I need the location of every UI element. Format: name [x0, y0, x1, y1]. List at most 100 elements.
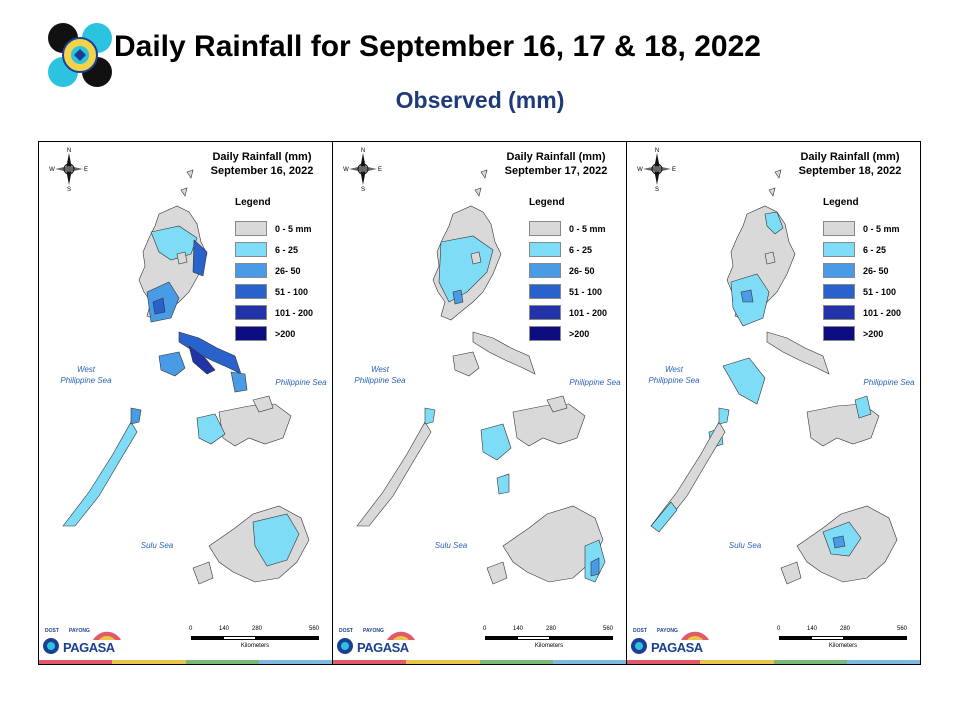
philippine-sea-label: Philippine Sea: [275, 378, 327, 387]
legend-item: 26- 50: [529, 260, 607, 281]
pagasa-branding: DOST PAYONG PAGASA: [41, 622, 121, 658]
scale-tick: 280: [546, 626, 557, 632]
legend-swatch: [823, 326, 855, 341]
compass-east-label: E: [672, 167, 676, 173]
legend-swatch: [235, 326, 267, 341]
legend-label: 6 - 25: [275, 244, 299, 255]
map-title: Daily Rainfall (mm) September 17, 2022: [491, 150, 621, 178]
legend-item: 0 - 5 mm: [235, 218, 313, 239]
legend-label: 101 - 200: [569, 307, 608, 318]
compass-south-label: S: [655, 187, 659, 191]
legend-swatch: [823, 263, 855, 278]
west-philippine-sea-label: West Philippine Sea: [643, 364, 705, 386]
dost-badge: DOST: [633, 628, 647, 634]
bicol-region: [472, 331, 536, 375]
philippines-rainfall-map-sep17: [356, 169, 606, 585]
scale-tick: 0: [777, 626, 781, 632]
legend-item: >200: [823, 323, 901, 344]
palawan-island: [650, 421, 726, 527]
legend-swatch: [529, 284, 561, 299]
compass-east-label: E: [378, 167, 382, 173]
pagasa-wordmark: PAGASA: [651, 640, 703, 655]
pagasa-logo-icon: DOST PAYONG: [337, 628, 415, 654]
scale-tick: 560: [309, 626, 320, 632]
sulu-sea-label: Sulu Sea: [728, 541, 762, 550]
legend-label: 26- 50: [569, 265, 595, 276]
bicol-region: [178, 331, 242, 375]
sea-label-line: Philippine Sea: [60, 376, 112, 385]
legend-swatch: [529, 326, 561, 341]
pagasa-wordmark: PAGASA: [63, 640, 115, 655]
map-title: Daily Rainfall (mm) September 18, 2022: [785, 150, 915, 178]
mindoro-island: [452, 351, 480, 377]
legend-item: 26- 50: [823, 260, 901, 281]
legend-item: 51 - 100: [235, 281, 313, 302]
mindoro-island: [722, 357, 766, 405]
map-title: Daily Rainfall (mm) September 16, 2022: [197, 150, 327, 178]
scale-bar: 0 140 280 560 Kilometers: [187, 626, 323, 656]
map-title-text: Daily Rainfall (mm): [506, 151, 606, 163]
legend-label: >200: [863, 328, 884, 339]
pagasa-logo-icon: DOST PAYONG: [43, 628, 121, 654]
map-date: September 16, 2022: [210, 165, 314, 177]
payong-label: PAYONG: [69, 628, 90, 634]
rainfall-legend: 0 - 5 mm 6 - 25 26- 50 51 - 100 101 - 20…: [529, 218, 607, 344]
legend-item: 26- 50: [235, 260, 313, 281]
map-date: September 17, 2022: [504, 165, 608, 177]
compass-east-label: E: [84, 167, 88, 173]
map-panel-sep17: N S W E Daily Rainfall (mm) September 17…: [332, 141, 627, 665]
legend-swatch: [235, 242, 267, 257]
sea-label-line: Philippine Sea: [648, 376, 700, 385]
scale-units: Kilometers: [240, 643, 270, 649]
legend-title: Legend: [235, 197, 271, 208]
compass-west-label: W: [49, 167, 55, 173]
compass-rose-icon: N S W E: [49, 148, 88, 191]
legend-item: 0 - 5 mm: [823, 218, 901, 239]
scale-tick: 140: [807, 626, 818, 632]
scale-bar: 0 140 280 560 Kilometers: [481, 626, 617, 656]
legend-item: 6 - 25: [823, 239, 901, 260]
scale-tick: 140: [219, 626, 230, 632]
scale-tick: 560: [897, 626, 908, 632]
scale-bar: 0 140 280 560 Kilometers: [775, 626, 911, 656]
scale-tick: 140: [513, 626, 524, 632]
sea-label-line: Philippine Sea: [354, 376, 406, 385]
philippine-sea-label: Philippine Sea: [863, 378, 915, 387]
pagasa-logo-icon: DOST PAYONG: [631, 628, 709, 654]
scale-bar-graphic: [191, 636, 319, 640]
pagasa-wordmark: PAGASA: [357, 640, 409, 655]
legend-swatch: [823, 305, 855, 320]
scale-units: Kilometers: [828, 643, 858, 649]
bicol-region: [766, 331, 830, 375]
legend-item: 6 - 25: [529, 239, 607, 260]
legend-label: 6 - 25: [569, 244, 593, 255]
legend-swatch: [529, 263, 561, 278]
legend-label: 101 - 200: [863, 307, 902, 318]
legend-swatch: [823, 242, 855, 257]
legend-item: 6 - 25: [235, 239, 313, 260]
legend-swatch: [235, 284, 267, 299]
map-panel-sep16: N S W E Daily Rainfall (mm) September 16…: [38, 141, 333, 665]
scale-tick: 280: [840, 626, 851, 632]
compass-rose-icon: N S W E: [343, 148, 382, 191]
scale-tick: 280: [252, 626, 263, 632]
sulu-sea-label: Sulu Sea: [434, 541, 468, 550]
pagasa-branding: DOST PAYONG PAGASA: [629, 622, 709, 658]
legend-label: 0 - 5 mm: [569, 223, 606, 234]
legend-swatch: [529, 221, 561, 236]
map-date: September 18, 2022: [798, 165, 902, 177]
map-title-text: Daily Rainfall (mm): [212, 151, 312, 163]
legend-swatch: [823, 284, 855, 299]
scale-bar-graphic: [485, 636, 613, 640]
sulu-sea-label: Sulu Sea: [140, 541, 174, 550]
palawan-island: [62, 421, 138, 527]
mindoro-island: [158, 351, 186, 377]
legend-item: 0 - 5 mm: [529, 218, 607, 239]
compass-north-label: N: [655, 148, 659, 154]
pagasa-branding: DOST PAYONG PAGASA: [335, 622, 415, 658]
legend-swatch: [529, 305, 561, 320]
legend-item: >200: [529, 323, 607, 344]
legend-title: Legend: [823, 197, 859, 208]
scale-tick: 0: [483, 626, 487, 632]
pagasa-agency-logo: [47, 22, 113, 88]
